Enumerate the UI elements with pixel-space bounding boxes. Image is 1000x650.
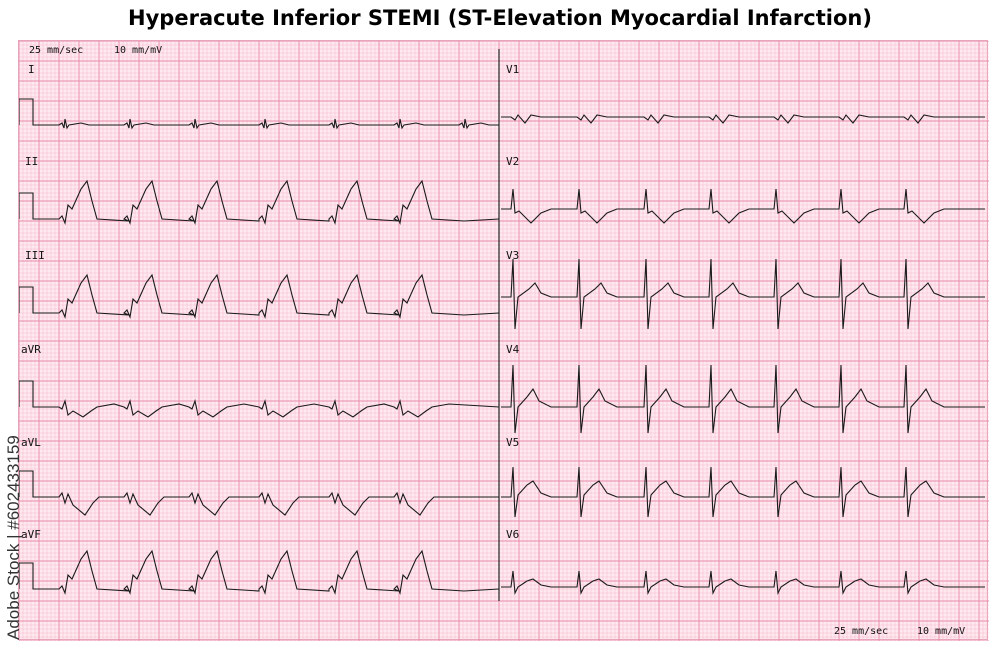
trace-V5 — [501, 466, 985, 518]
trace-V2 — [501, 188, 985, 224]
trace-V3 — [501, 258, 985, 330]
lead-label-aVF: aVF — [21, 528, 41, 541]
lead-label-III: III — [25, 249, 45, 262]
trace-V1 — [501, 114, 985, 124]
gain-label-top: 10 mm/mV — [114, 45, 162, 56]
ecg-traces — [19, 98, 985, 595]
lead-label-II: II — [25, 155, 38, 168]
lead-label-aVR: aVR — [21, 343, 41, 356]
lead-label-V1: V1 — [506, 63, 519, 76]
lead-label-V2: V2 — [506, 155, 519, 168]
speed-label-bottom: 25 mm/sec — [834, 626, 888, 637]
lead-label-V6: V6 — [506, 528, 519, 541]
ecg-paper: 25 mm/sec 10 mm/mV 25 mm/sec 10 mm/mV I … — [18, 40, 989, 641]
trace-aVR — [19, 380, 500, 418]
lead-label-V3: V3 — [506, 249, 519, 262]
trace-V4 — [501, 364, 985, 434]
trace-V6 — [501, 570, 985, 595]
lead-label-V5: V5 — [506, 436, 519, 449]
trace-II — [19, 179, 500, 225]
stock-watermark: Adobe Stock | #602433159 — [4, 435, 23, 640]
lead-label-aVL: aVL — [21, 436, 41, 449]
lead-label-I: I — [28, 63, 35, 76]
trace-aVF — [19, 549, 500, 595]
trace-I — [19, 98, 499, 130]
ecg-tracing: 25 mm/sec 10 mm/mV 25 mm/sec 10 mm/mV I … — [19, 41, 989, 641]
lead-label-V4: V4 — [506, 343, 520, 356]
speed-label-top: 25 mm/sec — [29, 45, 83, 56]
trace-III — [19, 273, 500, 319]
grid-major — [19, 41, 989, 641]
trace-aVL — [19, 470, 499, 516]
page-title: Hyperacute Inferior STEMI (ST-Elevation … — [128, 6, 872, 30]
gain-label-bottom: 10 mm/mV — [917, 626, 965, 637]
